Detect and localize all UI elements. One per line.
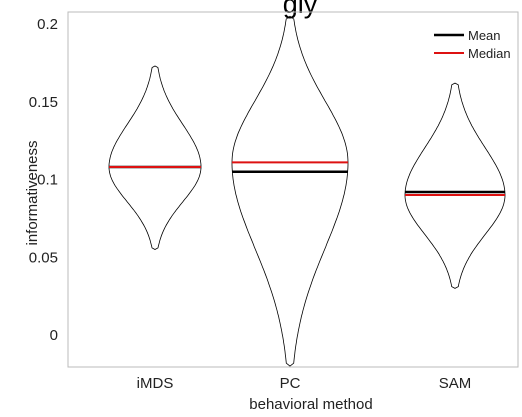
violin-pc: [231, 15, 349, 367]
y-tick-label: 0.1: [37, 172, 58, 189]
y-tick-label: 0.15: [29, 94, 58, 111]
violins: [108, 15, 506, 367]
x-axis-label: behavioral method: [249, 396, 372, 413]
plot-area-frame: [67, 11, 519, 368]
y-tick-label: 0: [50, 327, 58, 344]
legend-mean-label: Mean: [468, 28, 501, 43]
y-tick-label: 0.2: [37, 16, 58, 33]
violin-imds: [108, 65, 202, 250]
y-tick-label: 0.05: [29, 249, 58, 266]
legend: Mean Median: [434, 28, 511, 61]
x-tick-label: iMDS: [137, 375, 174, 392]
x-tick-label: PC: [280, 375, 301, 392]
x-tick-label: SAM: [439, 375, 472, 392]
violin-sam: [404, 82, 506, 289]
y-axis-ticks: 0 0.05 0.1 0.15 0.2: [29, 16, 58, 344]
x-axis-ticks: iMDS PC SAM: [137, 375, 472, 392]
y-axis-label: informativeness: [24, 140, 41, 245]
legend-median-label: Median: [468, 46, 511, 61]
chart-title: gly: [283, 0, 318, 19]
